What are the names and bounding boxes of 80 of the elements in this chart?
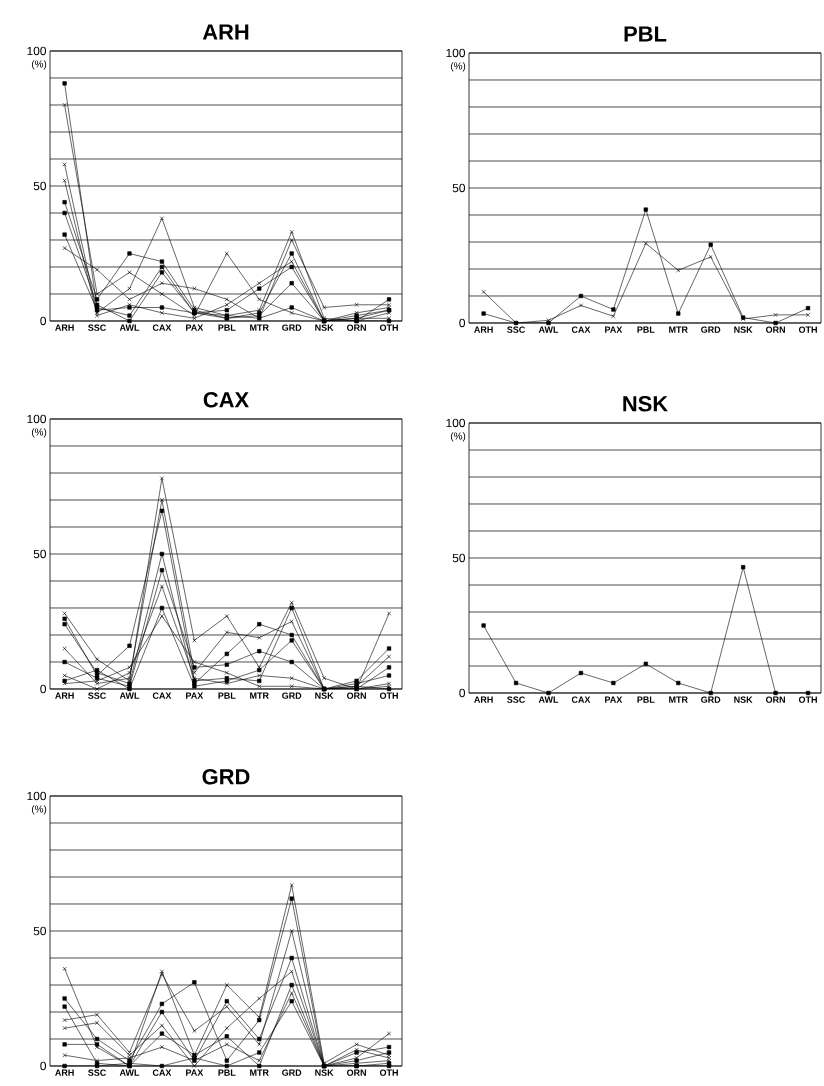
- y-tick-label: 0: [459, 688, 466, 698]
- x-tick-label: GRD: [701, 696, 721, 703]
- x-tick-label: PAX: [186, 692, 204, 699]
- x-tick-label: PBL: [637, 696, 655, 703]
- y-axis-title: (%): [31, 60, 47, 70]
- x-tick-label: SSC: [88, 1069, 107, 1076]
- x-tick-label: NSK: [315, 1069, 334, 1076]
- chart-title: ARH: [202, 24, 249, 40]
- x-tick-label: CAX: [571, 696, 591, 703]
- x-tick-label: PAX: [605, 326, 623, 333]
- x-tick-label: OTH: [379, 324, 398, 331]
- x-tick-label: MTR: [250, 1069, 269, 1076]
- x-tick-label: MTR: [669, 326, 688, 333]
- y-tick-label: 0: [40, 1061, 47, 1071]
- x-tick-label: NSK: [734, 326, 753, 333]
- y-tick-label: 50: [33, 549, 47, 559]
- x-tick-label: ORN: [347, 1069, 366, 1076]
- x-tick-label: PBL: [637, 326, 655, 333]
- x-tick-label: MTR: [250, 692, 269, 699]
- chart-title: PBL: [624, 26, 667, 42]
- y-axis-title: (%): [450, 62, 466, 72]
- x-tick-label: SSC: [507, 326, 526, 333]
- y-axis-title: (%): [31, 805, 47, 815]
- y-tick-label: 100: [27, 791, 47, 801]
- y-tick-label: 100: [446, 418, 466, 428]
- x-tick-label: CAX: [152, 692, 172, 699]
- y-tick-label: 0: [459, 318, 466, 328]
- x-tick-label: PAX: [605, 696, 623, 703]
- x-tick-label: SSC: [88, 692, 107, 699]
- x-tick-label: OTH: [379, 1069, 398, 1076]
- x-tick-label: GRD: [282, 692, 302, 699]
- x-tick-label: AWL: [119, 324, 140, 331]
- chart-title: NSK: [623, 395, 668, 412]
- y-tick-label: 100: [27, 414, 47, 424]
- x-tick-label: ARH: [474, 326, 493, 333]
- x-tick-label: PBL: [218, 692, 236, 699]
- x-tick-label: ARH: [55, 324, 74, 331]
- x-tick-label: ORN: [347, 692, 366, 699]
- x-tick-label: CAX: [152, 324, 172, 331]
- x-tick-label: CAX: [152, 1069, 172, 1076]
- y-tick-label: 100: [27, 46, 47, 56]
- x-tick-label: NSK: [315, 692, 334, 699]
- x-tick-label: ARH: [474, 696, 493, 703]
- y-tick-label: 50: [452, 183, 466, 193]
- x-tick-label: NSK: [315, 324, 334, 331]
- x-tick-label: PAX: [186, 324, 204, 331]
- x-tick-label: OTH: [379, 692, 398, 699]
- y-tick-label: 50: [452, 553, 466, 563]
- x-tick-label: AWL: [538, 696, 559, 703]
- y-axis-title: (%): [450, 432, 466, 442]
- x-tick-label: GRD: [282, 1069, 302, 1076]
- x-tick-label: AWL: [119, 1069, 140, 1076]
- x-tick-label: ORN: [766, 696, 785, 703]
- x-tick-label: OTH: [798, 326, 817, 333]
- x-tick-label: ARH: [55, 692, 74, 699]
- x-tick-label: SSC: [88, 324, 107, 331]
- x-tick-label: AWL: [538, 326, 559, 333]
- x-tick-label: SSC: [507, 696, 526, 703]
- y-tick-label: 100: [446, 48, 466, 58]
- x-tick-label: PBL: [218, 324, 236, 331]
- y-tick-label: 50: [33, 181, 47, 191]
- x-tick-label: GRD: [282, 324, 302, 331]
- x-tick-label: ORN: [347, 324, 366, 331]
- x-tick-label: PAX: [186, 1069, 204, 1076]
- x-tick-label: PBL: [218, 1069, 236, 1076]
- chart-title: CAX: [203, 391, 249, 408]
- chart-title: GRD: [202, 768, 250, 785]
- x-tick-label: AWL: [119, 692, 140, 699]
- x-tick-label: ORN: [766, 326, 785, 333]
- x-tick-label: OTH: [798, 696, 817, 703]
- x-tick-label: NSK: [734, 696, 753, 703]
- y-tick-label: 0: [40, 684, 47, 694]
- x-tick-label: GRD: [701, 326, 721, 333]
- x-tick-label: MTR: [250, 324, 269, 331]
- x-tick-label: MTR: [669, 696, 688, 703]
- y-axis-title: (%): [31, 428, 47, 438]
- x-tick-label: CAX: [571, 326, 591, 333]
- y-tick-label: 50: [33, 926, 47, 936]
- y-tick-label: 0: [40, 316, 47, 326]
- x-tick-label: ARH: [55, 1069, 74, 1076]
